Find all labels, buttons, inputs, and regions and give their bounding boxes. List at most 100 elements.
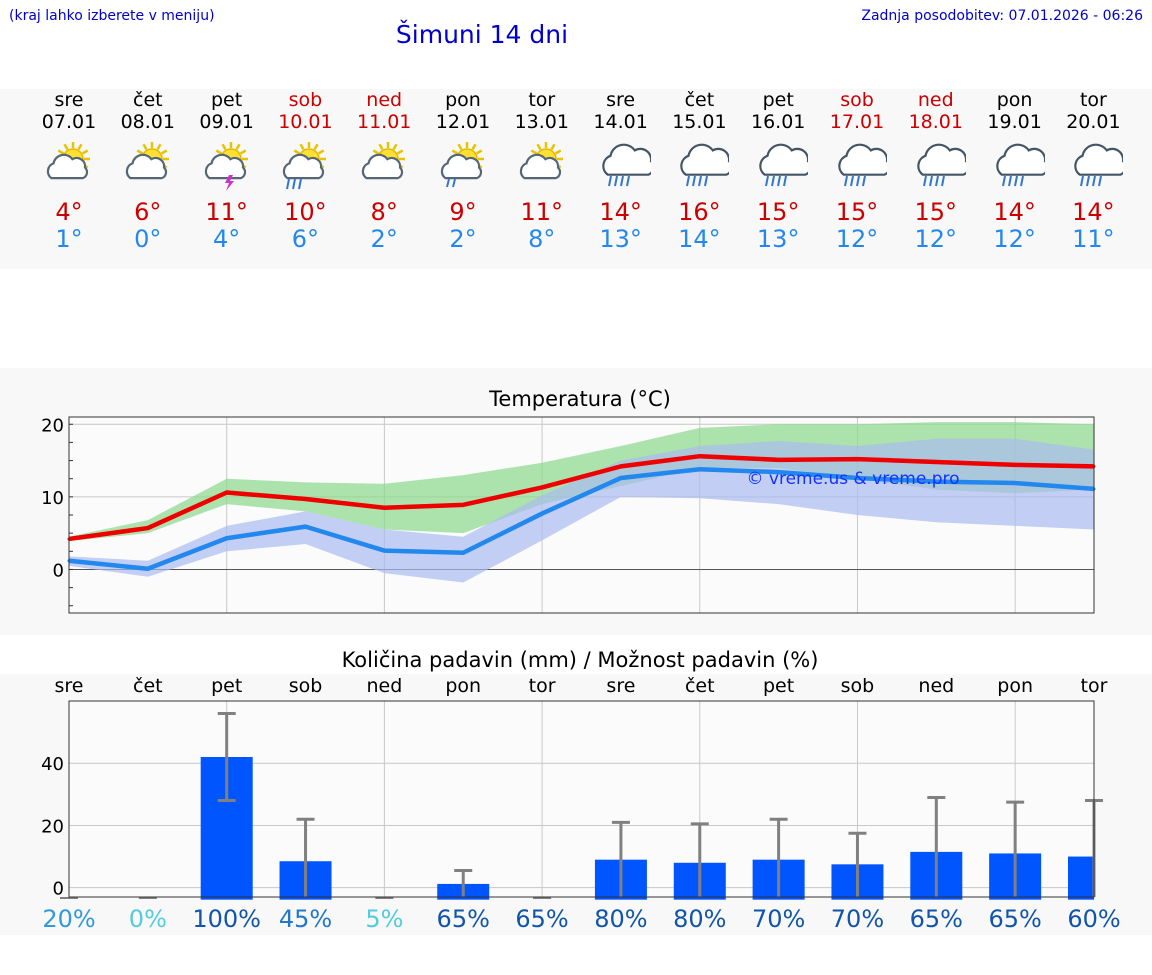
sun-ray xyxy=(536,143,542,151)
day-name: sre xyxy=(606,89,636,111)
series-min-point xyxy=(540,512,544,516)
x-category-label: čet xyxy=(685,675,715,697)
y-tick-label: 20 xyxy=(41,415,64,436)
cloud-shape xyxy=(283,153,325,180)
rain-cloud-icon xyxy=(995,143,1045,187)
day-column: sob 17.01 15° 12° xyxy=(817,89,897,253)
sun-ray xyxy=(554,149,562,155)
temp-max: 15° xyxy=(756,198,800,226)
rain-drop xyxy=(1086,175,1091,187)
series-max-point xyxy=(146,526,150,530)
day-name: tor xyxy=(1079,89,1107,111)
rain-drop xyxy=(686,175,691,187)
day-date: 14.01 xyxy=(593,111,648,133)
x-category-label: pet xyxy=(763,675,794,697)
location-hint-link[interactable]: (kraj lahko izberete v meniju) xyxy=(9,8,215,24)
y-tick-label: 20 xyxy=(41,816,64,837)
x-category-label: tor xyxy=(1081,675,1108,697)
day-column: pon 19.01 14° 12° xyxy=(975,89,1055,253)
series-min-point xyxy=(225,536,229,540)
sun-ray xyxy=(136,149,143,155)
sun-ray xyxy=(372,149,380,155)
precip-probability: 65% xyxy=(988,905,1041,933)
x-category-label: sob xyxy=(841,675,875,697)
sun-ray xyxy=(63,143,69,151)
day-name: sre xyxy=(54,89,84,111)
sun-ray xyxy=(475,149,483,155)
precip-probability: 80% xyxy=(673,905,726,933)
temp-min: 0° xyxy=(134,225,162,253)
cloud-shape xyxy=(601,143,651,176)
temp-max: 15° xyxy=(835,198,879,226)
temp-max: 10° xyxy=(284,198,327,226)
day-name: pon xyxy=(445,89,481,111)
x-category-label: pon xyxy=(445,675,481,697)
series-min-point xyxy=(855,476,859,480)
rain-drop xyxy=(862,175,866,187)
rain-drop xyxy=(1080,175,1085,187)
series-max-point xyxy=(540,485,544,489)
temp-max: 16° xyxy=(678,198,721,226)
day-name: tor xyxy=(528,89,556,111)
day-date: 19.01 xyxy=(987,111,1042,133)
cloud-shape xyxy=(680,143,730,176)
temp-max: 4° xyxy=(55,198,83,226)
precip-probability: 70% xyxy=(752,905,805,933)
rain-drop xyxy=(850,175,854,187)
page-title: Šimuni 14 dni xyxy=(395,20,569,49)
series-max-point xyxy=(619,464,623,468)
precip-probability: 80% xyxy=(594,905,647,933)
sun-ray xyxy=(397,149,404,155)
rain-drop xyxy=(1092,175,1097,187)
day-column: pet 16.01 15° 13° xyxy=(738,89,818,253)
day-column: tor 20.01 14° 11° xyxy=(1053,89,1133,253)
forecast-band xyxy=(0,89,1152,269)
day-date: 16.01 xyxy=(750,111,806,133)
temp-min: 4° xyxy=(212,225,241,253)
series-max-point xyxy=(777,458,781,462)
temp-min: 11° xyxy=(1072,225,1115,253)
day-name: ned xyxy=(917,89,954,111)
temp-min: 2° xyxy=(370,225,398,253)
rain-drop xyxy=(783,175,788,187)
series-min-point xyxy=(382,549,386,553)
day-name: ned xyxy=(366,89,403,111)
series-max-point xyxy=(855,457,859,461)
sun-cloud-icon xyxy=(362,142,406,180)
y-tick-label: 10 xyxy=(41,488,64,509)
rain-drop xyxy=(1019,175,1024,187)
watermark: © vreme.us & vreme.pro xyxy=(746,469,959,489)
series-min-point xyxy=(304,525,308,529)
day-column: čet 08.01 6° 0° xyxy=(108,89,188,253)
temp-max: 11° xyxy=(205,198,248,226)
temp-max: 15° xyxy=(914,198,958,226)
cloud-shape xyxy=(204,153,246,180)
rain-drop xyxy=(613,175,618,187)
rain-drop xyxy=(1007,175,1012,187)
sun-ray xyxy=(299,143,305,151)
sun-ray xyxy=(142,143,148,151)
temp-min: 1° xyxy=(55,225,83,253)
precip-probability: 5% xyxy=(365,905,403,933)
sun-ray xyxy=(235,143,241,151)
cloud-shape xyxy=(519,153,561,180)
precip-chart-title: Količina padavin (mm) / Možnost padavin … xyxy=(341,648,819,672)
sun-ray xyxy=(451,149,459,155)
plot-frame xyxy=(68,700,1095,898)
temp-max: 14° xyxy=(599,198,642,226)
rain-drop xyxy=(1013,175,1018,187)
series-max-point xyxy=(382,506,386,510)
day-date: 09.01 xyxy=(199,111,254,133)
sun-cloud-thunder-icon xyxy=(204,142,248,191)
day-date: 11.01 xyxy=(356,111,412,133)
sun-ray xyxy=(215,149,222,155)
rain-drop xyxy=(286,178,291,190)
sun-ray xyxy=(239,149,246,155)
temp-max: 14° xyxy=(993,198,1036,226)
cloud-shape xyxy=(995,143,1045,176)
sun-cloud-light-rain-icon xyxy=(440,142,484,188)
rain-drop xyxy=(934,175,939,187)
precip-probability: 20% xyxy=(42,905,95,933)
series-min-point xyxy=(777,470,781,474)
day-name: pet xyxy=(762,89,794,111)
